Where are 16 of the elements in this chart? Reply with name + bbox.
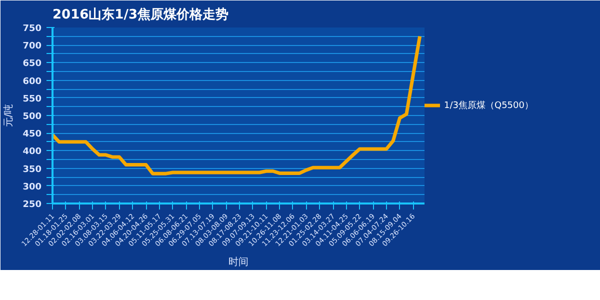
y-axis-title: 元/吨	[2, 104, 15, 128]
chart-title: 2016山东1/3焦原煤价格走势	[52, 6, 229, 22]
y-tick-label: 700	[22, 42, 42, 52]
y-tick-label: 600	[22, 76, 42, 87]
y-tick-label: 500	[22, 112, 42, 122]
legend-label: 1/3焦原煤（Q5500）	[444, 100, 534, 112]
y-tick-label: 300	[22, 182, 42, 192]
line-series	[52, 34, 422, 176]
y-tick-label: 350	[22, 164, 42, 175]
y-tick-label: 650	[22, 59, 42, 70]
y-tick-label: 250	[22, 200, 42, 210]
x-axis-title: 时间	[228, 256, 248, 268]
y-tick-label: 450	[22, 130, 42, 140]
y-tick-label: 400	[22, 147, 42, 158]
y-tick-label: 750	[22, 24, 42, 34]
y-tick-label: 550	[22, 94, 42, 104]
